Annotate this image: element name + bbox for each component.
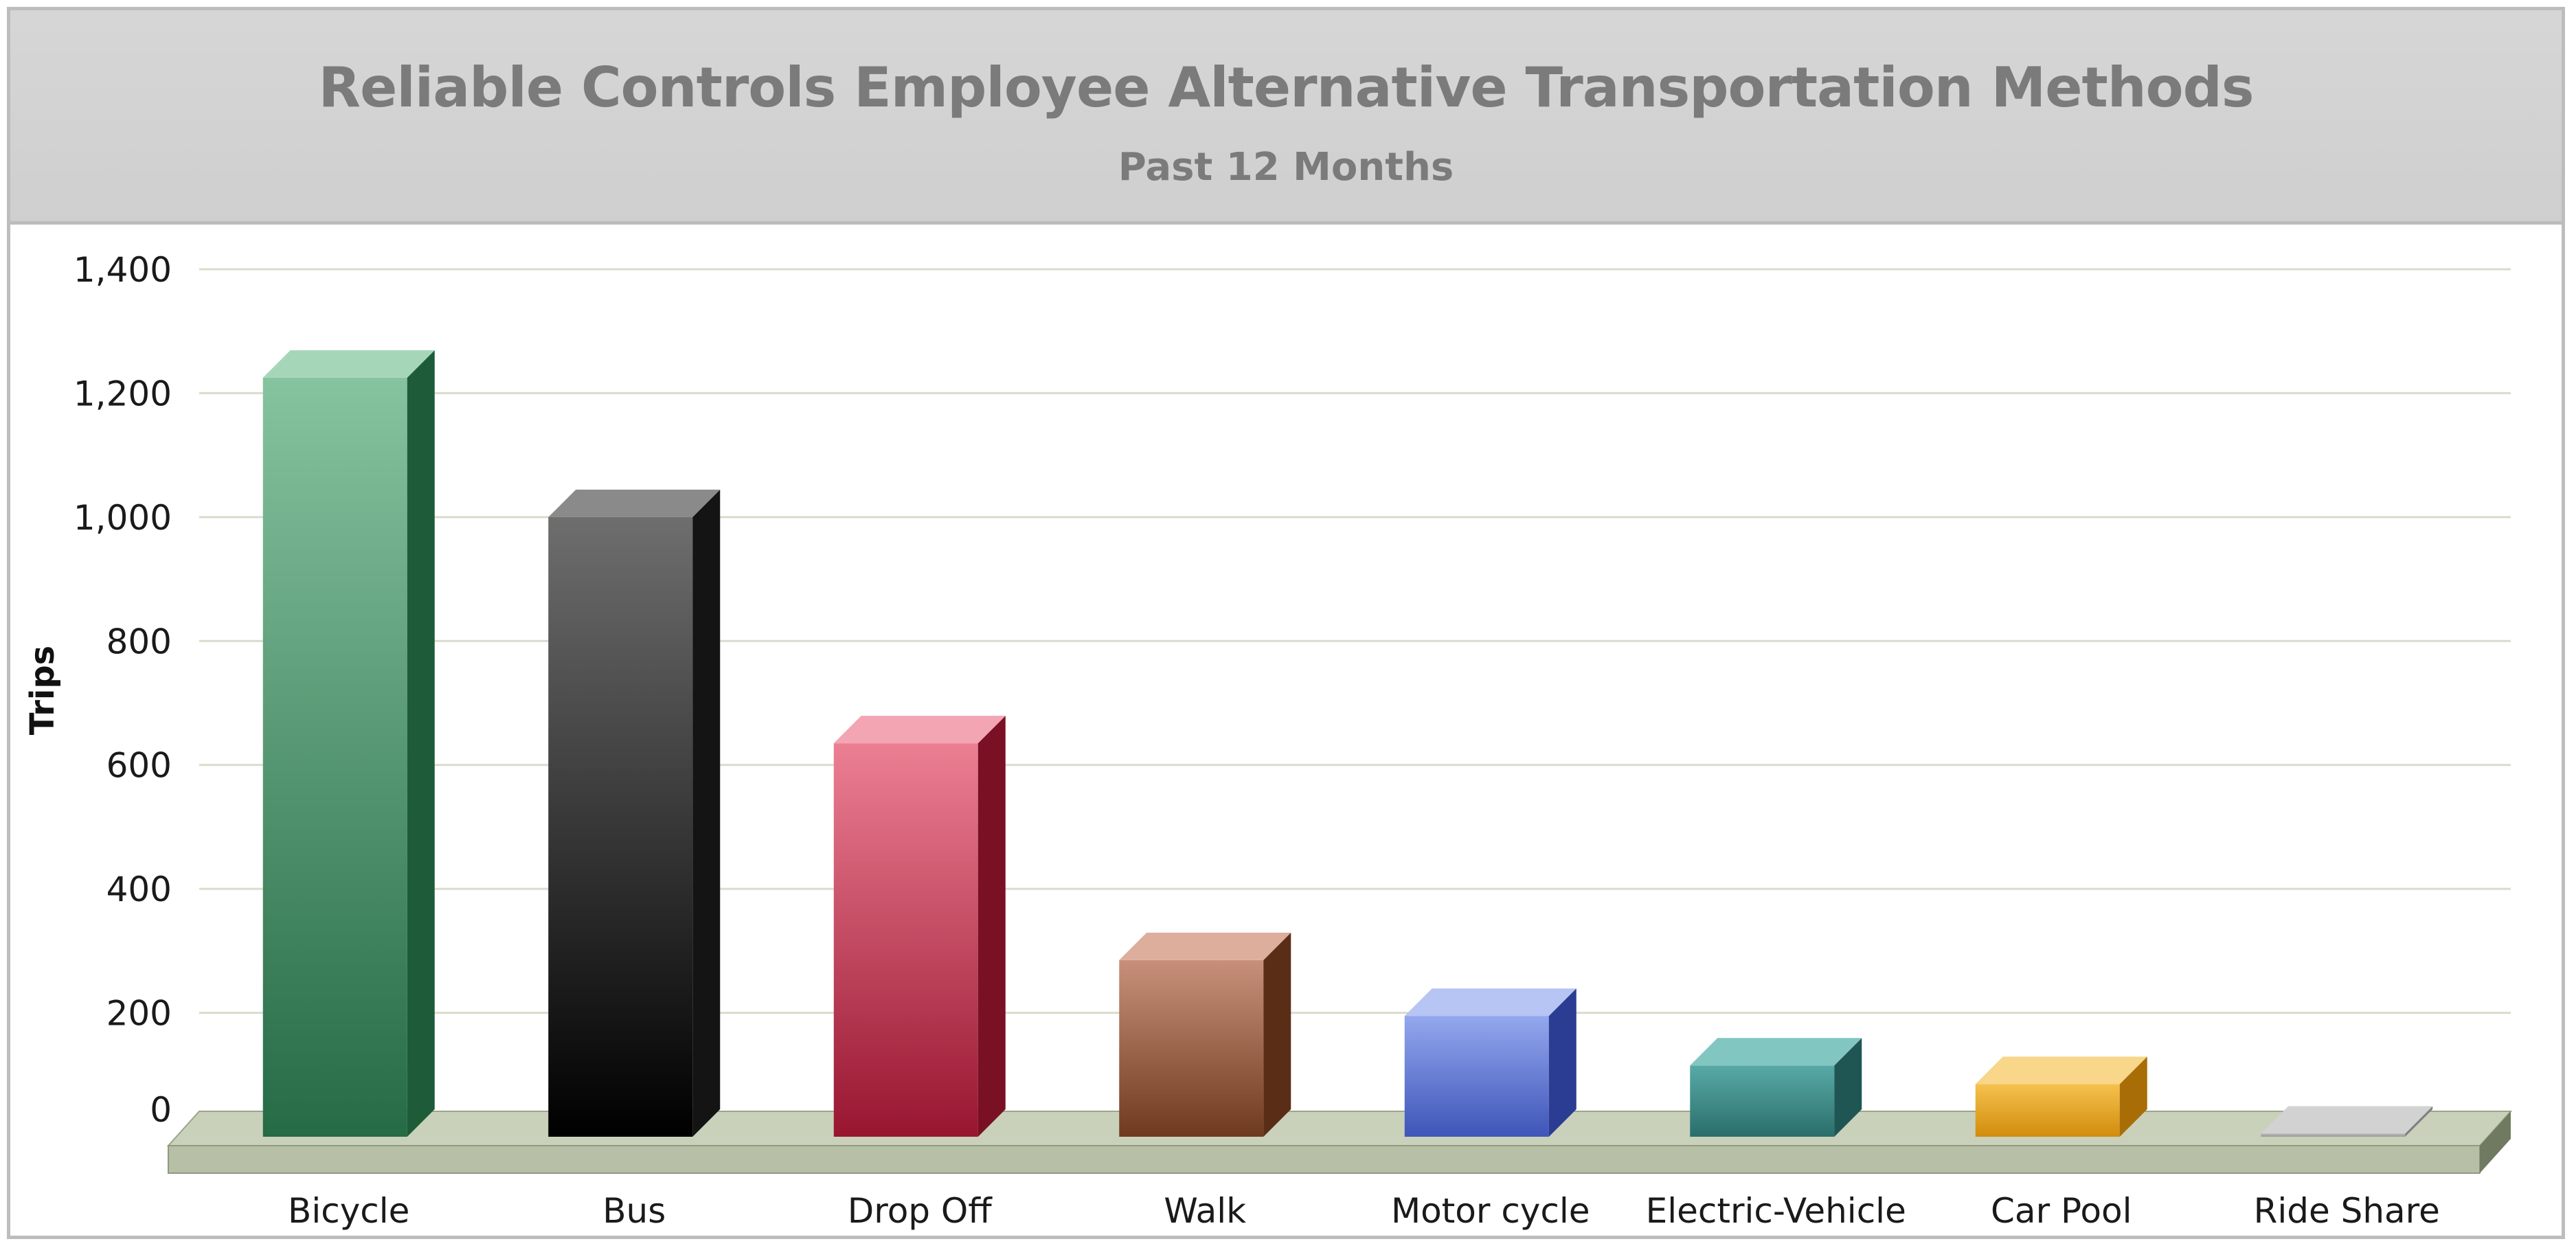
chart-title: Reliable Controls Employee Alternative T… <box>318 56 2254 120</box>
bar-front <box>833 743 978 1137</box>
bar-side <box>1834 1038 1862 1137</box>
bar-top <box>833 716 1006 744</box>
y-tick-label: 400 <box>106 870 172 909</box>
x-category-label: Motor cycle <box>1391 1191 1590 1231</box>
y-tick-label: 1,000 <box>74 498 172 538</box>
x-category-label: Electric-Vehicle <box>1646 1191 1906 1231</box>
bar-top <box>1404 988 1577 1017</box>
x-category-label: Drop Off <box>848 1191 993 1231</box>
y-axis-title: Trips <box>23 646 62 736</box>
bar-drop-off <box>833 716 1006 1137</box>
y-tick-label: 800 <box>106 622 172 661</box>
bar-front <box>1975 1084 2120 1137</box>
bar-top <box>1975 1056 2147 1085</box>
bar-front <box>548 517 693 1137</box>
y-tick-labels: 0 200 400 600 800 1,000 1,200 1,400 <box>74 250 172 1130</box>
bar-car-pool <box>1975 1056 2147 1137</box>
bar-side <box>692 489 721 1137</box>
x-category-label: Ride Share <box>2254 1191 2440 1231</box>
x-category-label: Bus <box>602 1191 666 1231</box>
bar-side <box>2119 1056 2147 1137</box>
y-tick-label: 0 <box>150 1090 172 1130</box>
bar-side <box>1548 988 1577 1137</box>
x-category-label: Walk <box>1164 1191 1246 1231</box>
floor-front <box>168 1145 2481 1174</box>
bar-top <box>548 489 721 517</box>
bar-walk <box>1119 932 1291 1137</box>
x-category-label: Car Pool <box>1991 1191 2132 1231</box>
bar-front <box>262 377 407 1137</box>
y-tick-label: 600 <box>106 746 172 786</box>
x-category-label: Bicycle <box>288 1191 409 1231</box>
bar-electric-vehicle <box>1690 1038 1862 1137</box>
bar-top <box>2261 1106 2433 1134</box>
bar-side <box>978 716 1006 1137</box>
floor-side <box>2480 1111 2511 1173</box>
gridlines <box>199 268 2511 1014</box>
bar-front <box>1119 960 1264 1137</box>
chart-floor <box>166 1111 2513 1174</box>
y-tick-label: 1,400 <box>74 250 172 290</box>
x-category-labels: Bicycle Bus Drop Off Walk Motor cycle Electri… <box>288 1191 2440 1231</box>
floor-top <box>166 1111 2513 1146</box>
bar-side <box>2405 1106 2433 1137</box>
bar-ride-share <box>2261 1106 2433 1137</box>
bar-bus <box>548 489 721 1137</box>
bar-front <box>1690 1065 1835 1137</box>
y-tick-label: 200 <box>106 994 172 1034</box>
bar-side <box>1263 932 1291 1137</box>
bar-top <box>1119 932 1291 960</box>
y-tick-label: 1,200 <box>74 374 172 413</box>
bars <box>262 350 2433 1137</box>
bar-motor-cycle <box>1404 988 1577 1137</box>
chart-header: Reliable Controls Employee Alternative T… <box>10 10 2562 225</box>
bar-front <box>1404 1016 1549 1137</box>
bar-front <box>2261 1133 2406 1137</box>
bar-top <box>1690 1038 1862 1066</box>
bar-bicycle <box>262 350 435 1137</box>
bar-side <box>407 350 435 1137</box>
bar-top <box>262 350 435 378</box>
chart-subtitle: Past 12 Months <box>1118 145 1454 190</box>
